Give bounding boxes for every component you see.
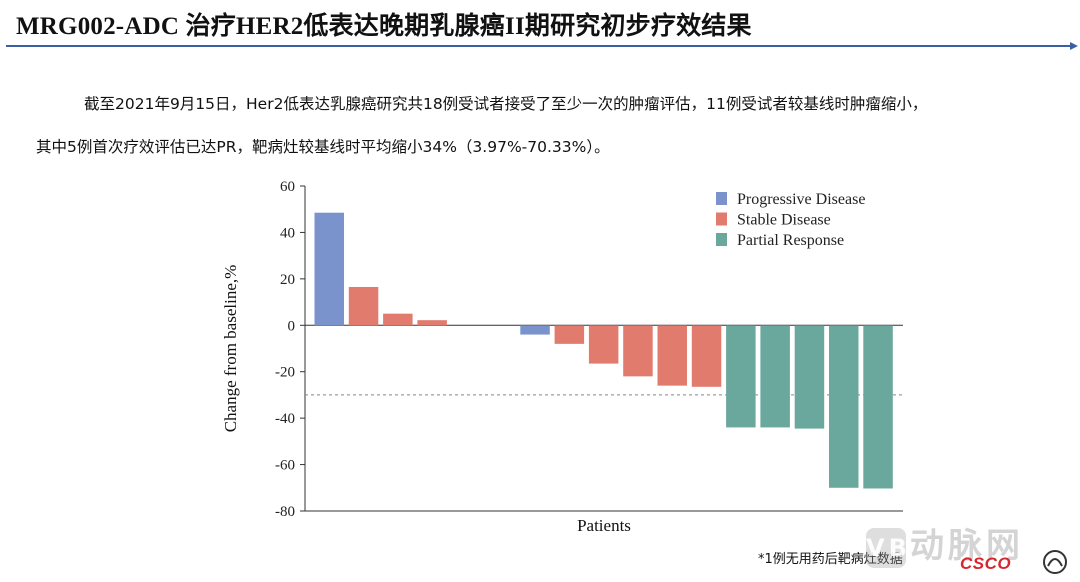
bar-patient-12 [691, 325, 722, 387]
legend-swatch-3 [716, 233, 727, 246]
y-tick-label: -80 [275, 504, 295, 520]
x-axis-label: Patients [577, 516, 631, 535]
bar-patient-8 [554, 325, 585, 344]
y-tick-label: -20 [275, 365, 295, 381]
watermark-badge-icon: VB [866, 527, 907, 568]
bar-patient-4 [417, 320, 447, 326]
page-title: MRG002-ADC 治疗HER2低表达晚期乳腺癌II期研究初步疗效结果 [16, 13, 752, 40]
bar-patient-15 [794, 325, 825, 429]
y-axis-label: Change from baseline,% [221, 265, 240, 433]
chart-legend: Progressive Disease Stable Disease Partial… [716, 191, 865, 249]
watermark: VB动脉网 [866, 518, 1024, 568]
legend-label-2: Stable Disease [737, 212, 831, 229]
csco-emblem-icon [1043, 550, 1067, 574]
legend-swatch-1 [716, 192, 727, 205]
y-tick-label: 40 [280, 225, 295, 241]
bar-patient-9 [588, 325, 619, 364]
bar-patient-13 [726, 325, 756, 428]
title-underline-arrow-icon [1070, 42, 1078, 50]
y-tick-label: 60 [280, 179, 295, 195]
bar-patient-2 [348, 286, 379, 326]
y-tick-label: -60 [275, 458, 295, 474]
bar-patient-16 [829, 325, 859, 488]
y-tick-label: 20 [280, 272, 295, 288]
bar-patient-10 [623, 325, 653, 377]
csco-logo: CSCO [960, 554, 1012, 573]
bar-patient-7 [520, 325, 550, 335]
legend-swatch-2 [716, 212, 727, 226]
y-tick-label: 0 [288, 318, 296, 334]
summary-paragraph-2: 其中5例首次疗效评估已达PR，靶病灶较基线时平均缩小34%（3.97%-70.3… [36, 138, 610, 156]
bar-patient-17 [863, 325, 893, 489]
legend-label-3: Partial Response [737, 232, 844, 249]
title-underline [6, 45, 1074, 47]
bar-patient-1 [314, 212, 344, 326]
bar-patient-3 [383, 313, 413, 326]
bar-patient-14 [760, 325, 790, 428]
watermark-text: 动脉网 [910, 526, 1024, 566]
chart-bars [314, 212, 893, 489]
bar-patient-11 [657, 325, 687, 386]
y-tick-label: -40 [275, 411, 295, 427]
summary-paragraph-1: 截至2021年9月15日，Her2低表达乳腺癌研究共18例受试者接受了至少一次的… [84, 95, 928, 113]
footnote: *1例无用药后靶病灶数据 [758, 552, 903, 567]
legend-label-1: Progressive Disease [737, 191, 865, 208]
